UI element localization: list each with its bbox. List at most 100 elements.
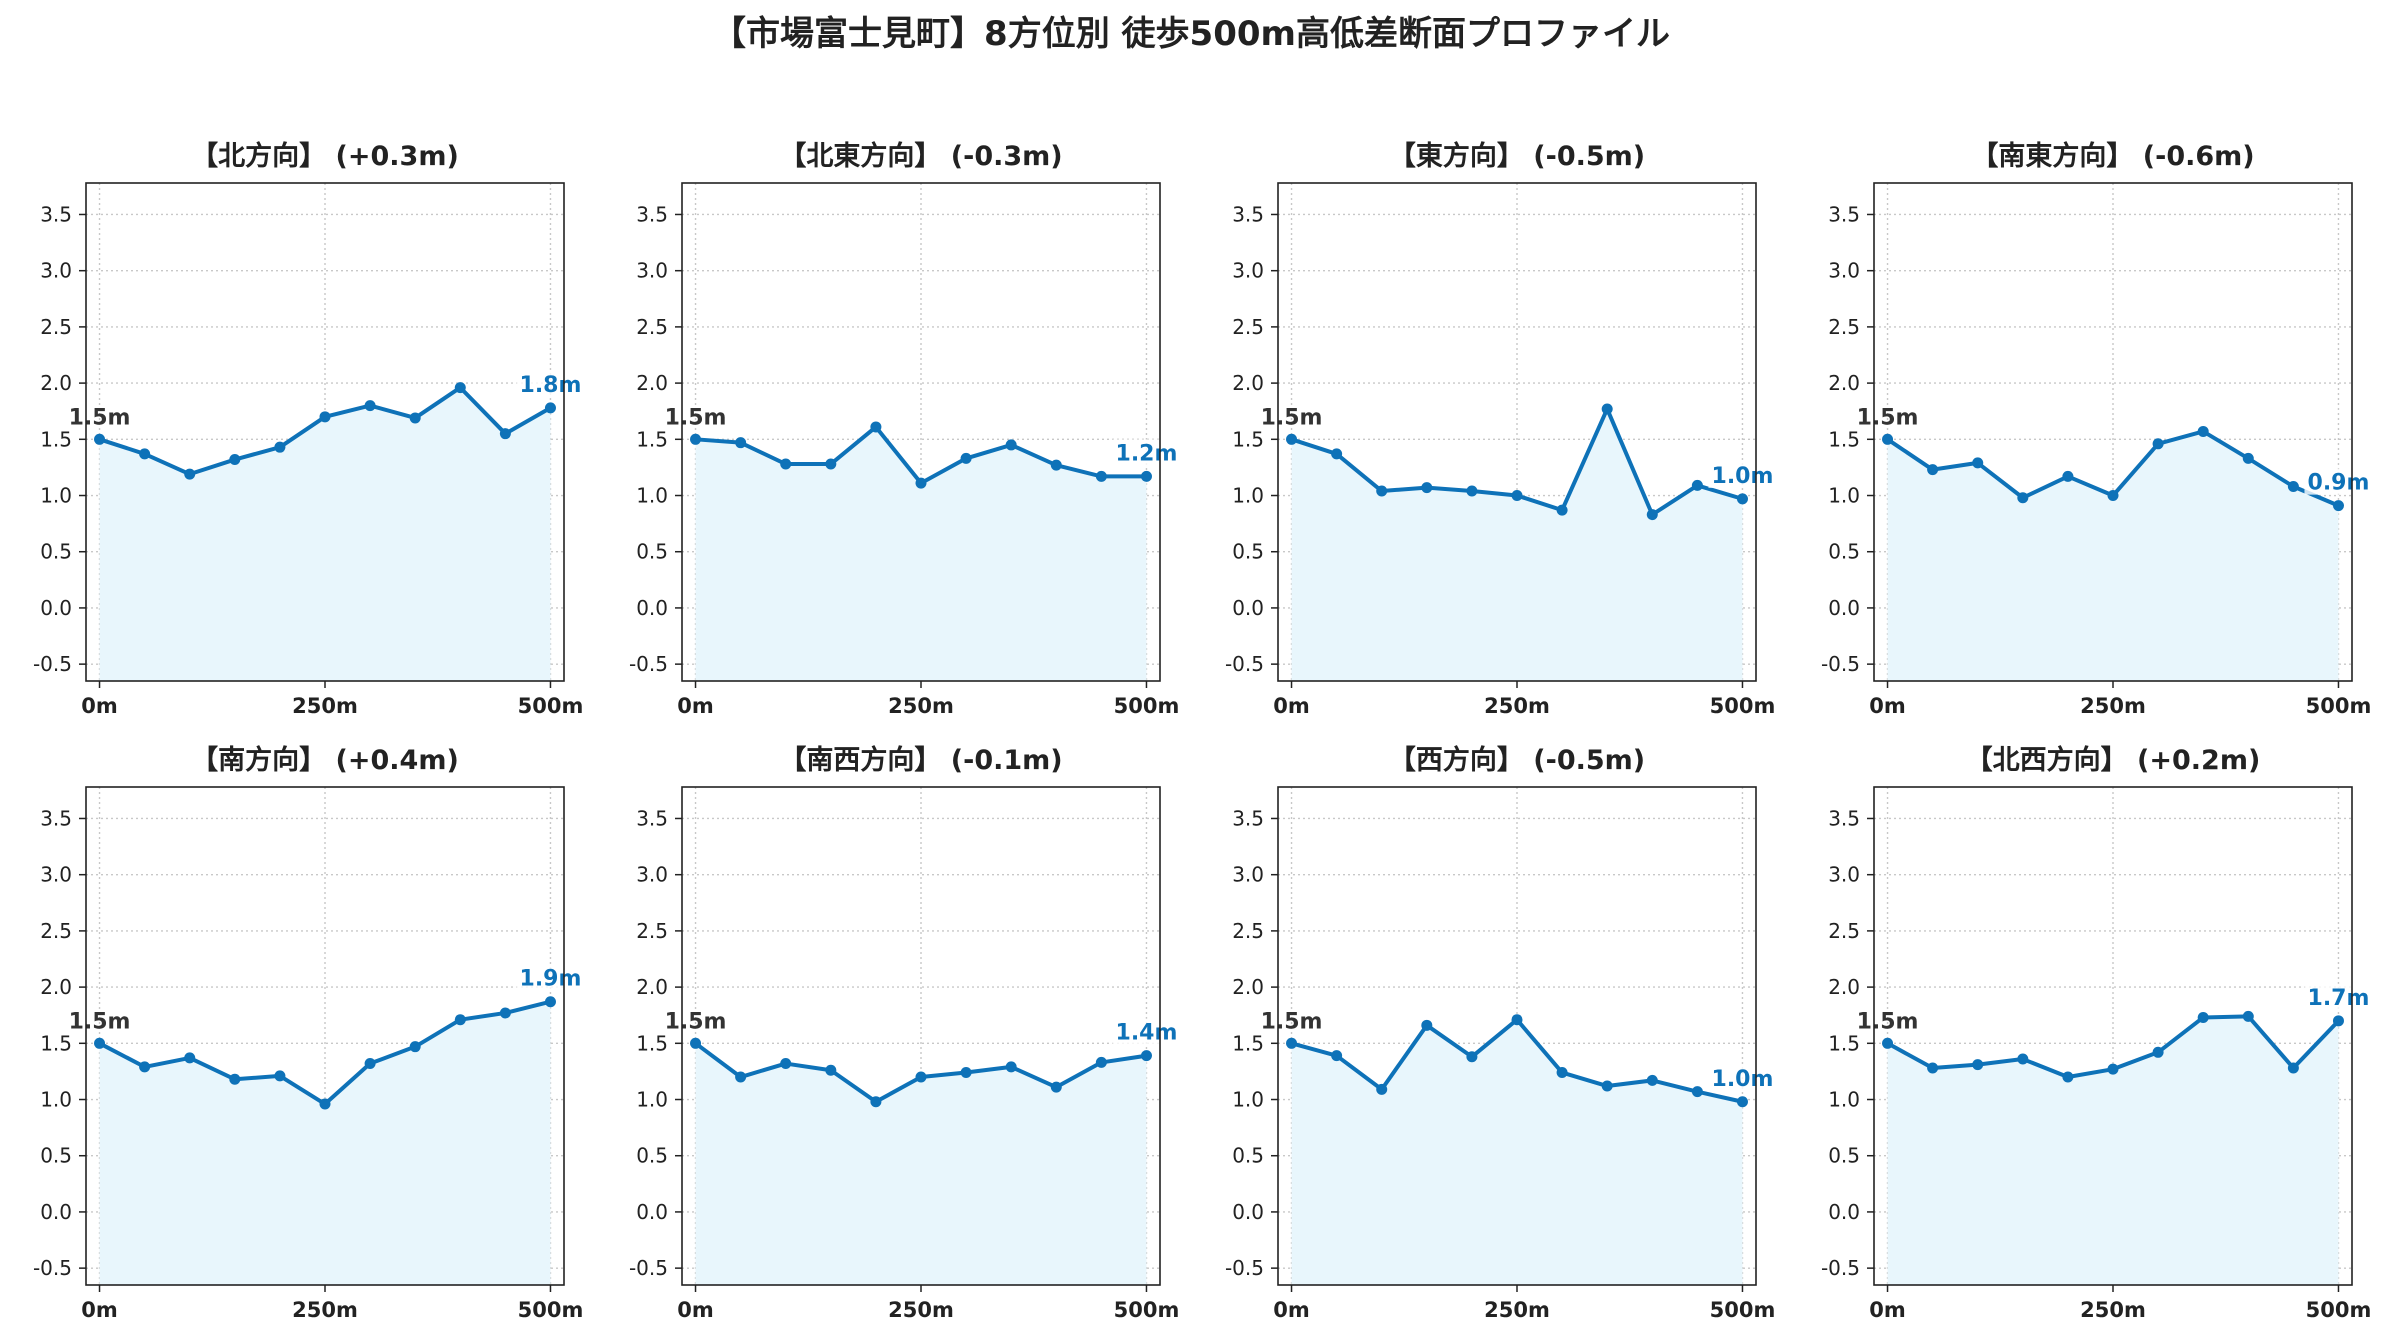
data-point bbox=[499, 428, 511, 440]
data-point bbox=[319, 1098, 331, 1110]
data-point bbox=[825, 458, 837, 470]
end-elevation-label: 1.0m bbox=[1712, 1067, 1774, 1092]
y-tick-label: 3.0 bbox=[40, 259, 72, 283]
data-point bbox=[870, 1096, 882, 1108]
data-point bbox=[1556, 504, 1568, 516]
x-tick-label: 500m bbox=[1114, 1298, 1180, 1322]
end-elevation-label: 0.9m bbox=[2308, 471, 2370, 496]
data-point bbox=[1466, 1051, 1478, 1063]
y-tick-label: 0.0 bbox=[1828, 596, 1860, 620]
subplot-3: 【東方向】 (-0.5m) 1.5m 1.0m -0.5 0.0 0.5 1.0 1.5 2.0… bbox=[1225, 140, 1777, 718]
y-tick-label: -0.5 bbox=[33, 1256, 72, 1280]
x-tick-label: 0m bbox=[1869, 1298, 1906, 1322]
data-point bbox=[1286, 1037, 1298, 1049]
y-tick-label: -0.5 bbox=[1821, 652, 1860, 676]
data-point bbox=[454, 382, 466, 394]
y-tick-label: 0.5 bbox=[40, 540, 72, 564]
data-point bbox=[274, 1070, 286, 1082]
y-tick-label: 3.5 bbox=[1828, 806, 1860, 830]
data-point bbox=[1466, 485, 1478, 497]
y-tick-label: 1.0 bbox=[636, 484, 668, 508]
end-label-background bbox=[2304, 983, 2373, 1010]
y-tick-label: 0.5 bbox=[40, 1144, 72, 1168]
y-tick-label: 2.0 bbox=[636, 975, 668, 999]
subplot-title: 【北東方向】 (-0.3m) bbox=[779, 140, 1062, 172]
data-point bbox=[2107, 490, 2119, 502]
x-tick-label: 250m bbox=[2080, 1298, 2146, 1322]
y-tick-label: 3.0 bbox=[1828, 863, 1860, 887]
data-point bbox=[409, 1041, 421, 1053]
data-point bbox=[780, 1058, 792, 1070]
y-tick-label: 3.0 bbox=[636, 863, 668, 887]
x-tick-label: 0m bbox=[1273, 694, 1310, 718]
data-point bbox=[2017, 492, 2029, 504]
y-tick-label: 2.5 bbox=[1232, 919, 1264, 943]
x-tick-label: 250m bbox=[888, 1298, 954, 1322]
y-tick-label: 1.0 bbox=[636, 1088, 668, 1112]
subplot-title: 【南方向】 (+0.4m) bbox=[191, 744, 459, 776]
y-tick-label: 0.0 bbox=[1232, 1200, 1264, 1224]
end-elevation-label-group: 1.8m bbox=[516, 370, 585, 398]
data-point bbox=[1691, 479, 1703, 491]
elevation-area bbox=[99, 387, 551, 681]
data-point bbox=[1736, 493, 1748, 505]
data-point bbox=[1050, 459, 1062, 471]
subplot-title: 【北西方向】 (+0.2m) bbox=[1966, 744, 2261, 776]
elevation-area bbox=[1887, 1016, 2339, 1285]
y-tick-label: 1.0 bbox=[1828, 1088, 1860, 1112]
y-tick-label: 0.5 bbox=[636, 1144, 668, 1168]
end-elevation-label-group: 1.4m bbox=[1112, 1018, 1181, 1046]
y-tick-label: 3.0 bbox=[1828, 259, 1860, 283]
data-point bbox=[870, 421, 882, 433]
y-tick-label: 2.5 bbox=[1828, 919, 1860, 943]
start-elevation-label: 1.5m bbox=[69, 1009, 131, 1034]
data-point bbox=[139, 1061, 151, 1073]
elevation-area bbox=[695, 1043, 1147, 1285]
x-tick-label: 500m bbox=[518, 694, 584, 718]
y-tick-label: 3.0 bbox=[40, 863, 72, 887]
y-tick-label: 0.5 bbox=[1232, 540, 1264, 564]
subplot-6: 【南西方向】 (-0.1m) 1.5m 1.4m -0.5 0.0 0.5 1.0 1.5 2.… bbox=[629, 744, 1181, 1322]
data-point bbox=[94, 1037, 106, 1049]
data-point bbox=[1511, 490, 1523, 502]
data-point bbox=[1095, 1056, 1107, 1068]
data-point bbox=[915, 1071, 927, 1083]
end-elevation-label: 1.0m bbox=[1712, 464, 1774, 489]
y-tick-label: -0.5 bbox=[1225, 1256, 1264, 1280]
x-tick-label: 0m bbox=[81, 694, 118, 718]
y-tick-label: 2.5 bbox=[40, 315, 72, 339]
end-elevation-label: 1.8m bbox=[520, 373, 582, 398]
x-tick-label: 250m bbox=[1484, 694, 1550, 718]
y-tick-label: 3.0 bbox=[1232, 259, 1264, 283]
data-point bbox=[1005, 1061, 1017, 1073]
data-point bbox=[2242, 452, 2254, 464]
y-tick-label: 1.0 bbox=[40, 1088, 72, 1112]
y-tick-label: 2.5 bbox=[636, 919, 668, 943]
data-point bbox=[2152, 438, 2164, 450]
y-tick-label: 1.5 bbox=[636, 1031, 668, 1055]
y-tick-label: 2.0 bbox=[40, 371, 72, 395]
data-point bbox=[690, 433, 702, 445]
y-tick-label: 1.5 bbox=[1232, 1031, 1264, 1055]
y-tick-label: 2.5 bbox=[40, 919, 72, 943]
y-tick-label: 1.5 bbox=[1828, 1031, 1860, 1055]
start-elevation-label: 1.5m bbox=[1261, 1009, 1323, 1034]
data-point bbox=[2017, 1053, 2029, 1065]
data-point bbox=[690, 1037, 702, 1049]
y-tick-label: 1.5 bbox=[40, 427, 72, 451]
y-tick-label: 1.5 bbox=[1232, 427, 1264, 451]
data-point bbox=[1972, 457, 1984, 469]
x-tick-label: 500m bbox=[1710, 694, 1776, 718]
y-tick-label: 0.5 bbox=[1232, 1144, 1264, 1168]
data-point bbox=[1050, 1081, 1062, 1093]
data-point bbox=[735, 437, 747, 449]
data-point bbox=[1646, 1074, 1658, 1086]
data-point bbox=[94, 433, 106, 445]
data-point bbox=[1646, 509, 1658, 521]
x-tick-label: 250m bbox=[1484, 1298, 1550, 1322]
y-tick-label: 3.0 bbox=[636, 259, 668, 283]
y-tick-label: 3.5 bbox=[40, 202, 72, 226]
data-point bbox=[1972, 1059, 1984, 1071]
subplot-title: 【東方向】 (-0.5m) bbox=[1389, 140, 1645, 172]
